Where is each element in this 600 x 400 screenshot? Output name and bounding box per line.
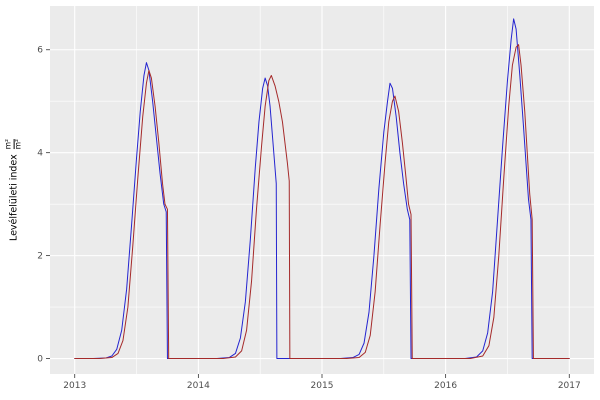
y-axis-unit-numerator: m²	[3, 138, 13, 150]
x-tick-label: 2017	[558, 381, 581, 391]
x-tick-label: 2014	[187, 381, 210, 391]
y-axis-unit-denominator: m²	[13, 138, 24, 150]
x-tick-label: 2015	[311, 381, 334, 391]
y-tick-label: 2	[37, 252, 43, 262]
y-tick-label: 6	[37, 46, 43, 56]
x-tick-label: 2016	[434, 381, 457, 391]
series-red-line	[74, 44, 570, 360]
y-axis-unit-fraction: m² m²	[3, 138, 24, 150]
y-tick-label: 0	[37, 355, 43, 365]
x-tick-label: 2013	[63, 381, 86, 391]
y-tick-label: 4	[37, 149, 43, 159]
y-axis-title-text: Levélfelületi index	[8, 154, 20, 242]
y-axis-title: Levélfelületi index m² m²	[3, 138, 24, 242]
